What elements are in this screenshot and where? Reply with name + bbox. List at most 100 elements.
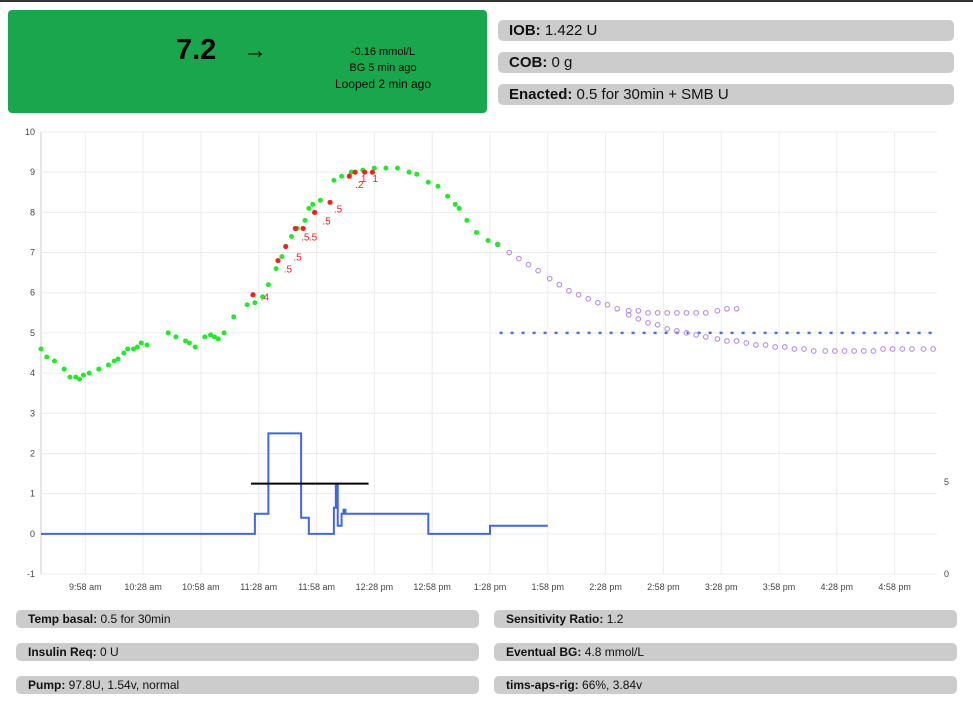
- prediction-point: [625, 311, 632, 318]
- pump-label: Pump:: [28, 678, 66, 692]
- y-tick-label: 7: [30, 248, 35, 258]
- bg-reading-point: [473, 229, 479, 235]
- prediction-point: [566, 287, 572, 294]
- bg-reading-point: [302, 217, 308, 223]
- prediction-point: [801, 346, 807, 352]
- smb-label: .5: [284, 265, 293, 276]
- prediction-point: [920, 346, 927, 352]
- bg-reading-point: [202, 334, 208, 340]
- insulin-req-pill: Insulin Req: 0 U: [16, 643, 479, 661]
- x-tick-label: 3:28 pm: [705, 582, 738, 592]
- bg-reading-point: [215, 336, 221, 342]
- loop-age: Looped 2 min ago: [334, 77, 432, 91]
- bg-reading-point: [425, 179, 431, 185]
- bg-reading-point: [445, 193, 451, 199]
- bg-reading-point: [183, 338, 189, 344]
- smb-label: .5: [293, 253, 302, 264]
- bg-reading-point: [260, 294, 266, 300]
- bg-reading-point: [310, 201, 316, 207]
- prediction-point: [525, 261, 532, 268]
- top-border: [0, 0, 973, 2]
- bg-reading-point: [348, 169, 354, 175]
- prediction-point: [645, 309, 651, 316]
- eventual-bg-value: 4.8 mmol/L: [581, 645, 645, 659]
- smb-point: [292, 225, 298, 232]
- bg-reading-point: [252, 300, 258, 306]
- pump-value: 97.8U, 1.54v, normal: [65, 678, 180, 692]
- y-tick-label: 5: [30, 328, 35, 338]
- x-tick-label: 1:28 pm: [474, 582, 507, 592]
- bg-reading-point: [339, 173, 345, 179]
- bg-reading-point: [115, 356, 121, 362]
- bg-reading-point: [144, 342, 150, 348]
- smb-point: [300, 225, 306, 232]
- bg-reading-point: [165, 330, 171, 336]
- y-tick-label: 10: [25, 127, 35, 137]
- prediction-point: [635, 315, 642, 322]
- y-tick-label: 6: [30, 288, 35, 298]
- prediction-point: [683, 330, 690, 336]
- prediction-point: [889, 346, 896, 352]
- prediction-point: [733, 338, 740, 344]
- prediction-point: [724, 305, 730, 312]
- prediction-point: [909, 346, 915, 352]
- y-tick-label: 0: [30, 529, 35, 539]
- x-tick-label: 11:28 am: [240, 582, 277, 592]
- bg-reading-point: [265, 282, 271, 288]
- smb-label: 1: [372, 174, 378, 185]
- bg-reading-point: [435, 183, 441, 189]
- basal-rate-line: [41, 432, 548, 535]
- bg-reading-point: [244, 302, 250, 308]
- bg-reading-point: [464, 217, 470, 223]
- cob-label: COB:: [509, 54, 548, 71]
- sensitivity-value: 1.2: [603, 612, 624, 626]
- pump-pill: Pump: 97.8U, 1.54v, normal: [16, 676, 479, 694]
- bg-reading-point: [111, 358, 117, 364]
- prediction-point: [870, 348, 877, 354]
- bg-reading-point: [394, 165, 400, 171]
- prediction-point: [645, 320, 651, 326]
- x-tick-label: 4:28 pm: [821, 582, 854, 592]
- bg-reading-point: [231, 314, 237, 320]
- chart-grid: [40, 131, 937, 575]
- bg-reading-point: [279, 254, 285, 260]
- bg-reading-point: [51, 358, 57, 364]
- iob-label: IOB:: [509, 22, 541, 39]
- prediction-point: [860, 348, 867, 354]
- bg-reading-point: [77, 376, 83, 382]
- smb-label: .2: [355, 180, 364, 191]
- prediction-point: [546, 275, 553, 282]
- bg-reading-point: [134, 344, 140, 350]
- prediction-point: [556, 281, 563, 288]
- bg-reading-point: [138, 340, 144, 346]
- smb-label: .5: [334, 204, 343, 215]
- x-tick-label: 4:58 pm: [878, 582, 911, 592]
- rig-status-pill: tims-aps-rig: 66%, 3.84v: [494, 676, 957, 694]
- prediction-point: [841, 348, 848, 354]
- smb-point: [369, 169, 376, 175]
- x-tick-label: 9:58 am: [69, 582, 102, 592]
- smb-label: .5: [301, 232, 310, 243]
- bg-reading-point: [38, 346, 44, 352]
- bg-reading-point: [80, 372, 86, 378]
- bg-reading-point: [456, 205, 462, 211]
- prediction-point: [614, 305, 620, 312]
- prediction-point: [664, 326, 671, 332]
- prediction-point: [733, 305, 740, 312]
- prediction-point: [535, 267, 541, 274]
- prediction-point: [880, 346, 886, 352]
- y-tick-label: 9: [30, 167, 35, 177]
- smb-point: [346, 173, 352, 179]
- bg-reading-point: [44, 354, 50, 360]
- y-tick-label: 3: [30, 408, 35, 418]
- bg-reading-point: [125, 346, 131, 352]
- bg-info: -0.16 mmol/L BG 5 min ago Looped 2 min a…: [303, 44, 463, 92]
- smb-label: .5: [309, 232, 318, 243]
- temp-basal-pill: Temp basal: 0.5 for 30min: [16, 610, 479, 628]
- prediction-point: [683, 309, 690, 316]
- prediction-point: [810, 348, 817, 354]
- prediction-point: [714, 336, 721, 342]
- trend-arrow-icon: →: [243, 37, 267, 64]
- x-tick-label: 2:58 pm: [647, 582, 680, 592]
